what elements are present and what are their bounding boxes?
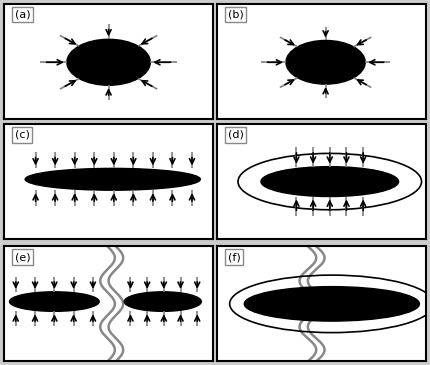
Text: (d): (d)	[227, 130, 243, 140]
Ellipse shape	[9, 292, 99, 311]
Ellipse shape	[244, 287, 419, 321]
Text: (a): (a)	[15, 9, 31, 19]
Ellipse shape	[286, 41, 365, 84]
Text: (c): (c)	[15, 130, 30, 140]
Ellipse shape	[67, 39, 150, 85]
Text: (e): (e)	[15, 252, 31, 262]
Ellipse shape	[124, 292, 201, 311]
Ellipse shape	[261, 167, 399, 196]
Text: (b): (b)	[227, 9, 243, 19]
Text: (f): (f)	[227, 252, 240, 262]
Ellipse shape	[25, 168, 200, 190]
